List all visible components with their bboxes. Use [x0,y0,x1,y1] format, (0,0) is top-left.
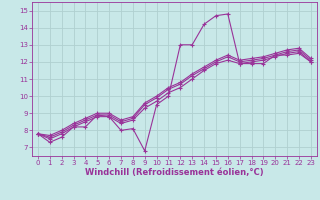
X-axis label: Windchill (Refroidissement éolien,°C): Windchill (Refroidissement éolien,°C) [85,168,264,177]
